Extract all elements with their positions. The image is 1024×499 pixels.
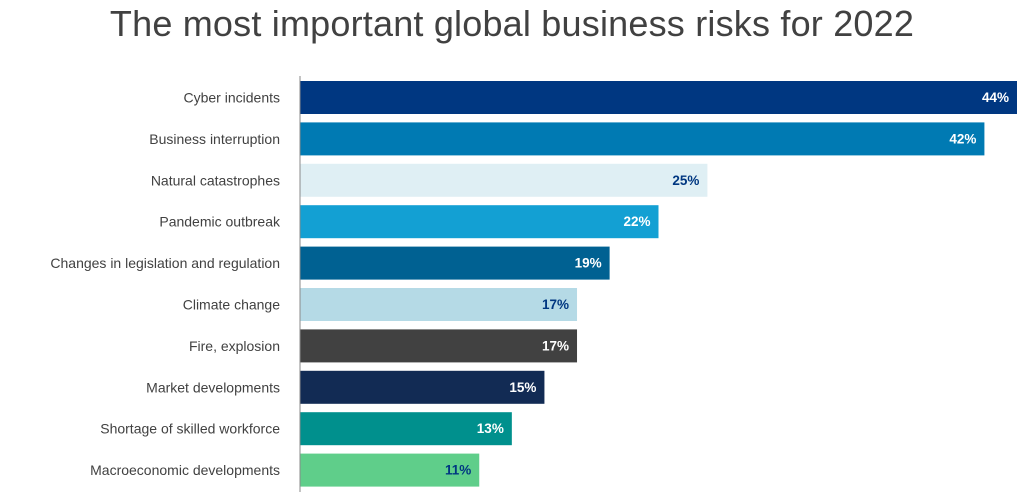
value-label: 22% xyxy=(623,214,650,229)
value-label: 17% xyxy=(542,297,569,312)
bar xyxy=(300,246,610,280)
value-label: 44% xyxy=(982,90,1009,105)
bar xyxy=(300,288,578,321)
value-label: 19% xyxy=(575,256,602,271)
value-label: 13% xyxy=(477,421,504,436)
category-label: Fire, explosion xyxy=(189,338,280,354)
value-label: 11% xyxy=(445,463,471,478)
category-label: Climate change xyxy=(183,297,280,313)
bars-layer: Cyber incidents 44% Business interruption 4… xyxy=(50,81,1017,487)
category-label: Business interruption xyxy=(149,131,280,147)
category-label: Pandemic outbreak xyxy=(159,214,281,230)
bar xyxy=(300,412,512,446)
category-label: Cyber incidents xyxy=(184,90,281,106)
bar xyxy=(300,81,1017,114)
value-label: 15% xyxy=(509,380,536,395)
bar xyxy=(300,122,985,156)
category-label: Changes in legislation and regulation xyxy=(50,255,280,271)
category-label: Shortage of skilled workforce xyxy=(100,421,280,437)
category-label: Market developments xyxy=(146,379,280,395)
bar xyxy=(300,205,659,239)
category-label: Natural catastrophes xyxy=(151,172,280,188)
value-label: 42% xyxy=(949,131,976,146)
value-label: 17% xyxy=(542,338,569,353)
bar xyxy=(300,453,480,487)
bar xyxy=(300,329,578,363)
bar xyxy=(300,163,708,197)
bar xyxy=(300,370,545,404)
category-label: Macroeconomic developments xyxy=(90,462,280,478)
value-label: 25% xyxy=(672,173,699,188)
chart-title: The most important global business risks… xyxy=(109,3,915,44)
